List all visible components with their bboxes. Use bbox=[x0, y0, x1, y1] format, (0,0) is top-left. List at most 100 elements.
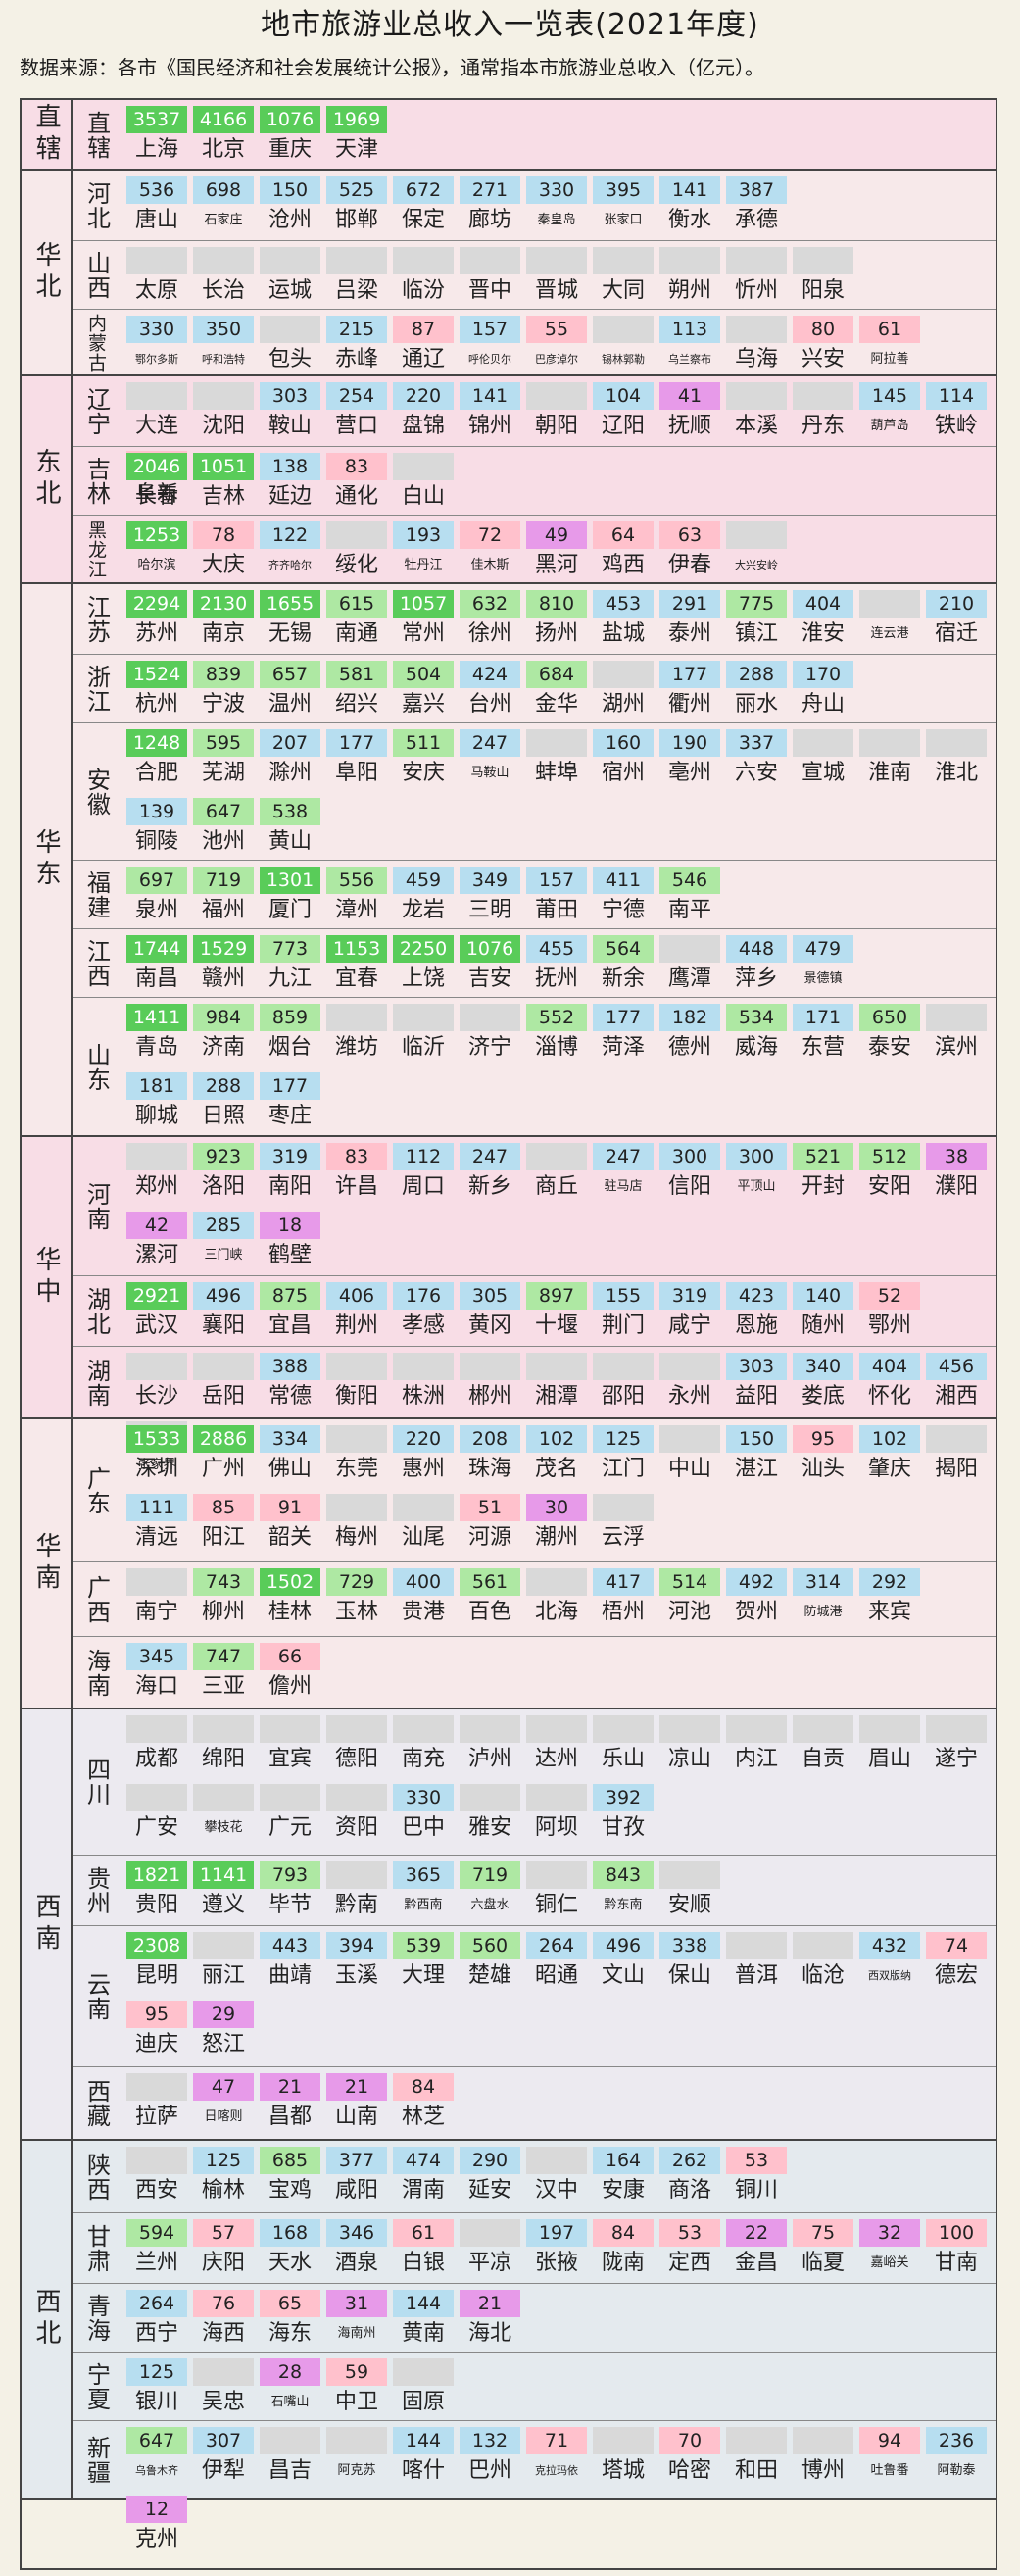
province-list: 河北 536 唐山 698 石家庄 150 沧州 525 邯郸 672 保定 271 廊坊 330 秦皇岛 3… bbox=[73, 171, 996, 374]
city-cell: 264 西宁 bbox=[123, 2290, 190, 2358]
revenue-value: 30 bbox=[526, 1494, 587, 1521]
province-label: 青海 bbox=[82, 2293, 111, 2343]
revenue-value: 177 bbox=[326, 729, 387, 757]
city-cell: 昌吉 bbox=[257, 2427, 323, 2496]
revenue-value: 138 bbox=[260, 453, 320, 480]
city-cell: 临沧 bbox=[790, 1932, 856, 2001]
revenue-value: 271 bbox=[460, 176, 520, 204]
city-name: 襄阳 bbox=[201, 1313, 245, 1338]
revenue-value: 125 bbox=[593, 1425, 654, 1453]
city-name: 金昌 bbox=[734, 2251, 778, 2275]
city-cell: 208 珠海 bbox=[457, 1425, 523, 1494]
city-name: 兰州 bbox=[134, 2251, 178, 2275]
city-cell: 运城 bbox=[257, 247, 323, 316]
revenue-value: 83 bbox=[326, 453, 387, 480]
revenue-value: 113 bbox=[659, 316, 720, 343]
revenue-value: 411 bbox=[593, 867, 654, 894]
city-cell: 181 聊城 bbox=[123, 1072, 190, 1141]
city-cell: 1655 无锡 bbox=[257, 590, 323, 659]
city-cell: 113 乌兰察布 bbox=[656, 316, 723, 384]
revenue-value bbox=[793, 729, 853, 757]
city-cell: 75 临夏 bbox=[790, 2219, 856, 2288]
city-name: 铜川 bbox=[734, 2178, 778, 2203]
city-name: 枣庄 bbox=[267, 1104, 312, 1128]
city-name: 东营 bbox=[801, 1035, 845, 1060]
revenue-value: 719 bbox=[460, 1861, 520, 1889]
city-name: 鞍山 bbox=[267, 414, 312, 438]
province-list: 广东 1533 深圳 2886 广州 334 佛山 东莞 220 惠州 208 珠海 102 茂名 125 江… bbox=[73, 1419, 996, 1708]
city-cell: 177 阜阳 bbox=[323, 729, 390, 798]
city-cell: 1051 吉林 bbox=[190, 453, 257, 521]
revenue-value: 534 bbox=[726, 1004, 787, 1031]
revenue-value: 207 bbox=[260, 729, 320, 757]
province-row: 青海 264 西宁 76 海西 65 海东 31 海南州 144 黄南 21 海北 bbox=[73, 2284, 996, 2353]
city-cell: 绵阳 bbox=[190, 1715, 257, 1784]
city-cell: 314 防城港 bbox=[790, 1568, 856, 1637]
city-name: 阿勒泰 bbox=[937, 2463, 976, 2478]
revenue-value: 1529 bbox=[193, 935, 254, 963]
city-name: 临汾 bbox=[401, 278, 445, 303]
city-cell: 810 扬州 bbox=[523, 590, 590, 659]
city-cell: 2130 南京 bbox=[190, 590, 257, 659]
city-cell: 攀枝花 bbox=[190, 1784, 257, 1853]
revenue-value: 12 bbox=[126, 2496, 187, 2523]
city-list: 拉萨 47 日喀则 21 昌都 21 山南 84 林芝 bbox=[120, 2067, 996, 2140]
city-name: 克拉玛依 bbox=[535, 2464, 578, 2477]
region-label: 东北 bbox=[22, 376, 73, 582]
revenue-value: 387 bbox=[726, 176, 787, 204]
city-cell: 177 衢州 bbox=[656, 661, 723, 729]
city-name: 大同 bbox=[601, 278, 645, 303]
province-label: 内蒙古 bbox=[85, 314, 107, 372]
city-cell: 29 怒江 bbox=[190, 2001, 257, 2069]
city-cell: 滨州 bbox=[923, 1004, 990, 1072]
city-cell: 647 乌鲁木齐 bbox=[123, 2427, 190, 2496]
revenue-value: 453 bbox=[593, 590, 654, 618]
city-cell: 宜宾 bbox=[257, 1715, 323, 1784]
city-name: 沈阳 bbox=[201, 414, 245, 438]
revenue-value bbox=[393, 247, 454, 274]
city-cell: 406 荆州 bbox=[323, 1282, 390, 1351]
city-name: 庆阳 bbox=[201, 2251, 245, 2275]
province-label: 江西 bbox=[82, 938, 111, 988]
city-name: 萍乡 bbox=[734, 966, 778, 991]
revenue-value bbox=[326, 1425, 387, 1453]
revenue-value: 4166 bbox=[193, 106, 254, 133]
revenue-value: 21 bbox=[460, 2290, 520, 2317]
city-name: 遂宁 bbox=[934, 1747, 978, 1771]
revenue-value: 334 bbox=[260, 1425, 320, 1453]
revenue-value bbox=[593, 661, 654, 688]
city-cell: 114 铁岭 bbox=[923, 382, 990, 451]
revenue-value: 64 bbox=[593, 521, 654, 549]
revenue-value bbox=[460, 1353, 520, 1380]
city-name: 茂名 bbox=[534, 1457, 578, 1481]
city-name: 资阳 bbox=[334, 1815, 378, 1840]
city-name: 渭南 bbox=[401, 2178, 445, 2203]
city-cell: 271 廊坊 bbox=[457, 176, 523, 245]
revenue-value bbox=[726, 1932, 787, 1959]
city-name: 丽水 bbox=[734, 692, 778, 717]
city-name: 海东 bbox=[267, 2321, 312, 2346]
city-name: 丽江 bbox=[201, 1963, 245, 1988]
revenue-value: 632 bbox=[460, 590, 520, 618]
city-name: 合肥 bbox=[134, 761, 178, 785]
revenue-value: 773 bbox=[260, 935, 320, 963]
city-name: 宁波 bbox=[201, 692, 245, 717]
city-name: 三明 bbox=[467, 898, 511, 922]
revenue-value: 193 bbox=[393, 521, 454, 549]
revenue-value: 18 bbox=[260, 1212, 320, 1239]
city-list: 1524 杭州 839 宁波 657 温州 581 绍兴 504 嘉兴 424 台州 684 金华 湖州 17… bbox=[120, 655, 996, 722]
city-name: 韶关 bbox=[267, 1525, 312, 1550]
revenue-value bbox=[193, 382, 254, 410]
revenue-value: 729 bbox=[326, 1568, 387, 1596]
city-name: 阿克苏 bbox=[337, 2463, 376, 2478]
city-name: 宜春 bbox=[334, 966, 378, 991]
province-row: 湖北 2921 武汉 496 襄阳 875 宜昌 406 荆州 176 孝感 305 黄冈 897 十堰 15… bbox=[73, 1276, 996, 1347]
city-cell: 365 黔西南 bbox=[390, 1861, 457, 1930]
city-cell: 鹰潭 bbox=[656, 935, 723, 1004]
city-cell: 西安 bbox=[123, 2147, 190, 2215]
city-name: 安顺 bbox=[667, 1893, 711, 1917]
city-cell: 83 通化 bbox=[323, 453, 390, 521]
city-cell: 北海 bbox=[523, 1568, 590, 1637]
city-cell: 262 商洛 bbox=[656, 2147, 723, 2215]
revenue-value: 170 bbox=[793, 661, 853, 688]
